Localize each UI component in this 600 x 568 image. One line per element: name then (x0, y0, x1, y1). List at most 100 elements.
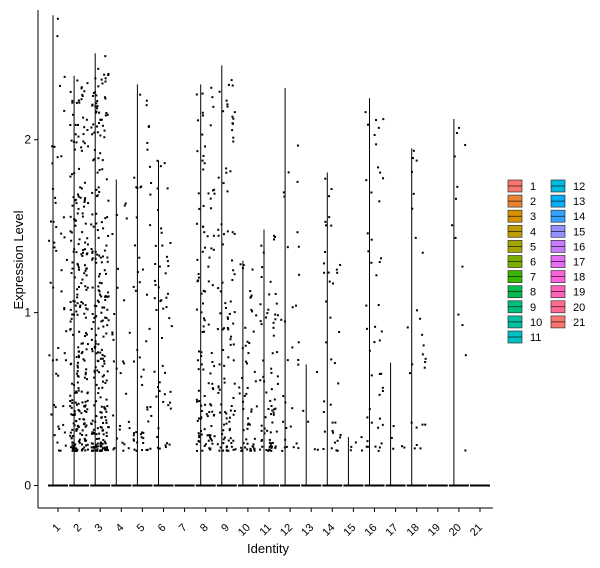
data-point (146, 148, 149, 151)
data-point (202, 225, 205, 228)
data-point (269, 444, 272, 447)
data-point (94, 420, 97, 423)
data-point (270, 388, 273, 391)
data-point (140, 185, 143, 188)
data-point (84, 404, 87, 407)
data-point (283, 446, 286, 449)
data-point (220, 223, 223, 226)
data-point (96, 448, 99, 451)
data-point (270, 367, 273, 370)
data-point (196, 258, 199, 261)
data-point (78, 350, 81, 353)
data-point (106, 113, 109, 116)
data-point (244, 446, 247, 449)
data-point (291, 306, 294, 309)
data-point (169, 401, 172, 404)
data-point (242, 264, 245, 267)
data-point (72, 196, 75, 199)
data-point (377, 449, 380, 452)
data-point (69, 394, 72, 397)
data-point (219, 411, 222, 414)
data-point (259, 303, 262, 306)
data-point (95, 94, 98, 97)
data-point (297, 341, 300, 344)
data-point (196, 449, 199, 452)
data-point (328, 280, 331, 283)
data-point (107, 199, 110, 202)
data-point (221, 328, 224, 331)
data-point (97, 157, 100, 160)
data-point (231, 231, 234, 234)
data-point (198, 400, 201, 403)
data-point (350, 445, 353, 448)
data-point (56, 441, 59, 444)
data-point (230, 445, 233, 448)
data-point (211, 442, 214, 445)
data-point (75, 449, 78, 452)
data-point (270, 449, 273, 452)
data-point (81, 231, 84, 234)
data-point (104, 442, 107, 445)
data-point (76, 296, 79, 299)
data-point (99, 134, 102, 137)
data-point (85, 348, 88, 351)
data-point (331, 421, 334, 424)
data-point (145, 99, 148, 102)
data-point (95, 433, 98, 436)
data-point (84, 449, 87, 452)
data-point (229, 343, 232, 346)
data-point (208, 436, 211, 439)
data-point (73, 248, 76, 251)
data-point (208, 434, 211, 437)
data-point (63, 109, 66, 112)
data-point (220, 403, 223, 406)
data-point (71, 401, 74, 404)
data-point (292, 446, 295, 449)
data-point (74, 401, 77, 404)
data-point (222, 429, 225, 432)
data-point (102, 227, 105, 230)
data-point (142, 368, 145, 371)
data-point (259, 448, 262, 451)
data-point (153, 279, 156, 282)
data-point (209, 403, 212, 406)
data-point (206, 434, 209, 437)
data-point (229, 300, 232, 303)
data-point (82, 140, 85, 143)
data-point (98, 275, 101, 278)
data-point (64, 359, 67, 362)
data-point (73, 447, 76, 450)
data-point (100, 320, 103, 323)
data-point (101, 353, 104, 356)
data-point (229, 409, 232, 412)
data-point (98, 254, 101, 257)
data-point (423, 366, 426, 369)
data-point (200, 416, 203, 419)
data-point (107, 319, 110, 322)
data-point (95, 102, 98, 105)
data-point (95, 110, 98, 113)
data-point (296, 231, 299, 234)
data-point (98, 272, 101, 275)
x-tick-label-10: 10 (236, 522, 253, 539)
data-point (62, 423, 65, 426)
data-point (73, 410, 76, 413)
data-point (241, 267, 244, 270)
data-point (99, 411, 102, 414)
data-point (226, 105, 229, 108)
data-point (213, 435, 216, 438)
data-point (161, 244, 164, 247)
data-point (74, 219, 77, 222)
data-point (95, 446, 98, 449)
data-point (421, 353, 424, 356)
data-point (83, 248, 86, 251)
data-point (115, 367, 118, 370)
data-point (233, 382, 236, 385)
data-point (332, 431, 335, 434)
data-point (255, 405, 258, 408)
data-point (70, 272, 73, 275)
data-point (197, 192, 200, 195)
data-point (92, 446, 95, 449)
data-point (56, 156, 59, 159)
data-point (71, 99, 74, 102)
